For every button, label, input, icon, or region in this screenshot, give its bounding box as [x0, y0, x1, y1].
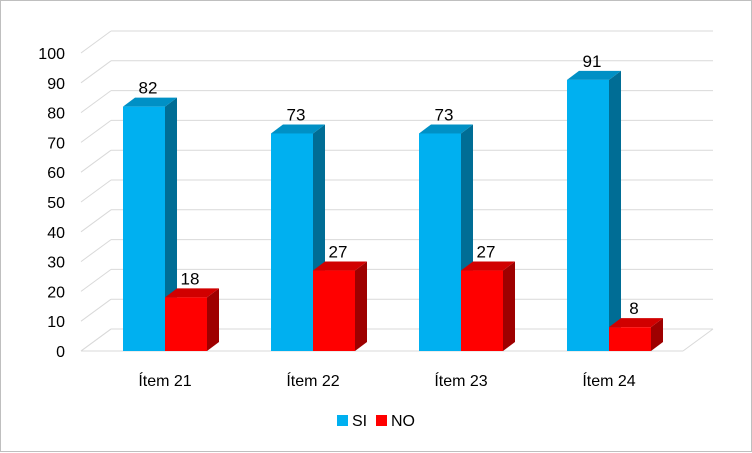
bar-no-1 [165, 288, 219, 351]
bar-no-2 [313, 261, 367, 351]
x-category-label: Ítem 23 [434, 371, 487, 390]
bar-side [355, 261, 367, 351]
data-label-no-3: 27 [477, 243, 496, 262]
data-labels: 82 18 73 27 73 27 91 8 [139, 52, 639, 318]
data-label-si-4: 91 [583, 52, 602, 71]
bar-front [419, 133, 461, 351]
bar-front [271, 133, 313, 351]
bar-side [165, 97, 177, 351]
bar-top [567, 70, 621, 80]
bar-front [165, 297, 207, 351]
bar-side [609, 70, 621, 351]
gridline-side-80 [80, 90, 112, 114]
y-tick-label: 90 [47, 76, 65, 93]
x-axis-categories: Ítem 21 Ítem 22 Ítem 23 Ítem 24 [138, 371, 635, 390]
bar-si-2 [271, 124, 325, 352]
bar-si-4 [567, 70, 621, 351]
gridline-side-30 [80, 239, 112, 263]
bar-si-1 [123, 97, 177, 351]
legend-label-si: SI [352, 413, 367, 430]
gridline-side-20 [80, 268, 112, 292]
bar-no-3 [461, 261, 515, 351]
data-label-si-3: 73 [435, 105, 454, 124]
gridline-side-100 [80, 30, 112, 54]
bar-front [123, 106, 165, 351]
x-category-label: Ítem 21 [138, 371, 191, 390]
bar-front [461, 270, 503, 351]
y-tick-label: 20 [47, 284, 65, 301]
x-category-label: Ítem 24 [582, 371, 635, 390]
y-tick-label: 60 [47, 165, 65, 182]
y-axis-ticks: 0 10 20 30 40 50 60 70 80 90 100 [38, 46, 65, 361]
data-label-si-2: 73 [287, 105, 306, 124]
gridline-side-60 [80, 149, 112, 173]
x-category-label: Ítem 22 [286, 371, 339, 390]
gridline-side-90 [80, 60, 112, 84]
floor-edge-right [682, 328, 714, 352]
bar-si-3 [419, 124, 473, 352]
y-tick-label: 70 [47, 135, 65, 152]
y-tick-label: 100 [38, 46, 65, 63]
gridline-side-40 [80, 209, 112, 233]
gridline-side-10 [80, 298, 112, 322]
bar-top [123, 97, 177, 107]
y-tick-label: 30 [47, 255, 65, 272]
bar-side [651, 318, 663, 351]
gridline-side-0 [80, 328, 112, 352]
data-label-no-2: 27 [329, 243, 348, 262]
legend-swatch-no [376, 415, 387, 426]
bar-side [503, 261, 515, 351]
bar-front [609, 327, 651, 351]
gridline-side-70 [80, 119, 112, 143]
bars [123, 70, 663, 352]
y-tick-label: 10 [47, 314, 65, 331]
bar-top [609, 318, 663, 328]
bar-top [165, 288, 219, 298]
bar-front [567, 79, 609, 351]
data-label-no-1: 18 [181, 269, 200, 288]
y-tick-label: 0 [56, 344, 65, 361]
legend: SI NO [337, 413, 415, 430]
bar-no-4 [609, 318, 663, 351]
y-tick-label: 80 [47, 106, 65, 123]
data-label-si-1: 82 [139, 79, 158, 98]
bar-top [419, 124, 473, 134]
bar-side [207, 288, 219, 351]
bar-top [271, 124, 325, 134]
y-tick-label: 50 [47, 195, 65, 212]
bar-front [313, 270, 355, 351]
legend-swatch-si [337, 415, 348, 426]
bar-top [461, 261, 515, 271]
data-label-no-4: 8 [629, 299, 638, 318]
legend-label-no: NO [391, 413, 415, 430]
bar-top [313, 261, 367, 271]
gridline-side-50 [80, 179, 112, 203]
y-tick-label: 40 [47, 225, 65, 242]
